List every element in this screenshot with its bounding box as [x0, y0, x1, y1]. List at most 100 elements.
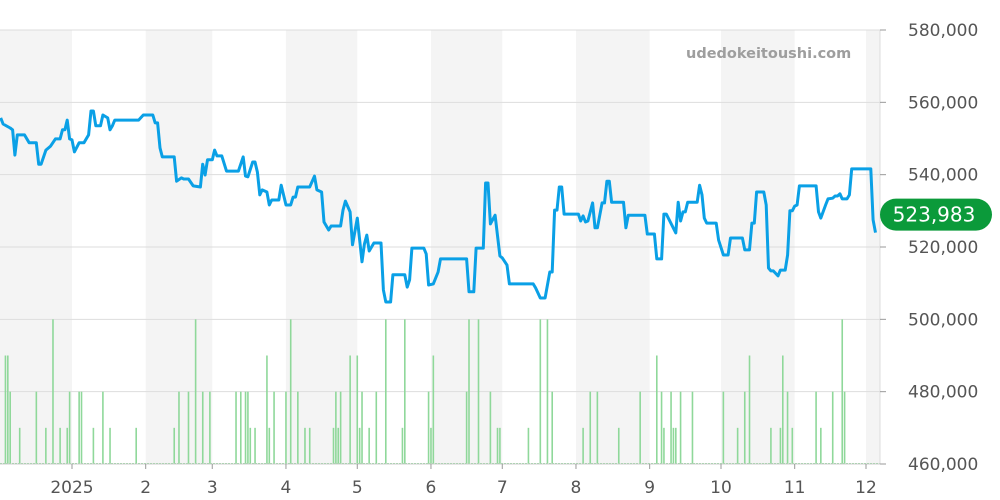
y-tick-label: 520,000	[908, 238, 978, 258]
volume-bar	[194, 319, 197, 464]
current-price-badge: 523,983	[880, 198, 992, 231]
volume-bar	[477, 319, 480, 464]
x-tick-label: 2	[140, 478, 151, 498]
volume-bar	[660, 391, 663, 464]
volume-bar	[235, 391, 237, 464]
volume-bar	[45, 427, 47, 464]
volume-bar	[7, 355, 9, 464]
volume-bar	[173, 427, 176, 464]
volume-bar	[427, 391, 430, 464]
volume-bar	[489, 391, 492, 464]
volume-bar	[356, 355, 359, 464]
y-axis: 580,000 560,000 540,000 520,000 500,000 480,0…	[880, 21, 978, 475]
volume-bar	[432, 355, 435, 464]
volume-bar	[691, 391, 694, 464]
volume-bar	[80, 391, 83, 464]
volume-bar	[254, 427, 256, 464]
x-tick-label: 12	[855, 478, 877, 498]
volume-bar	[337, 427, 340, 464]
volume-bar	[4, 355, 7, 464]
x-tick-label: 4	[281, 478, 292, 498]
badge-background	[880, 198, 992, 231]
volume-bar	[59, 427, 61, 464]
current-price-label: 523,983	[893, 203, 976, 227]
volume-bar	[102, 391, 104, 464]
volume-bar	[244, 391, 247, 464]
volume-bar	[546, 319, 549, 464]
volume-bar	[52, 319, 54, 464]
volume-bar	[770, 427, 772, 464]
volume-bar	[78, 391, 80, 464]
volume-bar	[401, 427, 404, 464]
volume-bar	[339, 391, 342, 464]
volume-bar	[496, 427, 499, 464]
volume-bar	[820, 427, 822, 464]
volume-bar	[670, 391, 672, 464]
x-tick-label: 8	[571, 478, 582, 498]
volume-bar	[332, 427, 335, 464]
volume-bar	[639, 391, 641, 464]
volume-bar	[791, 427, 794, 464]
volume-bar	[18, 427, 21, 464]
volume-bar	[266, 355, 268, 464]
volume-bar	[109, 427, 111, 464]
volume-bar	[368, 427, 370, 464]
volume-bar	[596, 391, 599, 464]
x-tick-label: 5	[352, 478, 363, 498]
volume-bar	[589, 391, 592, 464]
x-axis: 2025 2 3 4 5 6 7 8 9 10 11 12	[50, 464, 877, 498]
volume-bar	[843, 391, 846, 464]
y-tick-label: 580,000	[908, 21, 978, 41]
volume-bar	[35, 391, 38, 464]
volume-bar	[404, 319, 406, 464]
volume-bar	[672, 427, 675, 464]
volume-bar	[268, 427, 271, 464]
y-tick-label: 460,000	[908, 455, 978, 475]
volume-bar	[308, 427, 311, 464]
volume-bar	[722, 391, 725, 464]
volume-bar	[335, 391, 337, 464]
volume-bar	[815, 391, 817, 464]
volume-bar	[68, 391, 71, 464]
volume-bar	[209, 391, 211, 464]
x-tick-label: 11	[784, 478, 806, 498]
volume-bar	[656, 355, 658, 464]
y-tick-label: 560,000	[908, 93, 978, 113]
volume-bar	[465, 391, 468, 464]
volume-bar	[273, 391, 275, 464]
volume-bar	[779, 427, 782, 464]
volume-bar	[375, 391, 378, 464]
volume-bar	[663, 427, 665, 464]
volume-bar	[187, 391, 190, 464]
volume-bar	[135, 427, 137, 464]
volume-bar	[582, 427, 584, 464]
volume-bar	[349, 355, 351, 464]
volume-bar	[748, 355, 751, 464]
x-tick-label: 9	[644, 478, 655, 498]
price-line	[0, 109, 877, 304]
x-tick-label: 2025	[50, 478, 93, 498]
volume-bar	[527, 427, 530, 464]
volume-bar	[736, 427, 739, 464]
volume-bar	[468, 319, 470, 464]
y-tick-label: 500,000	[908, 310, 978, 330]
volume-bar	[430, 427, 432, 464]
volume-bar	[247, 391, 249, 464]
volume-bar	[679, 391, 682, 464]
volume-bar	[249, 427, 252, 464]
volume-bar	[551, 391, 554, 464]
volume-bar	[239, 391, 242, 464]
volume-bar	[297, 391, 299, 464]
x-tick-label: 7	[497, 478, 508, 498]
volume-bar	[841, 319, 844, 464]
x-tick-label: 10	[710, 478, 732, 498]
volume-bar	[201, 391, 204, 464]
x-tick-label: 3	[207, 478, 218, 498]
volume-bar	[361, 391, 363, 464]
volume-bar	[304, 427, 306, 464]
volume-bar	[675, 427, 677, 464]
volume-bar	[743, 391, 746, 464]
volume-bar	[66, 427, 69, 464]
y-tick-label: 480,000	[908, 383, 978, 403]
